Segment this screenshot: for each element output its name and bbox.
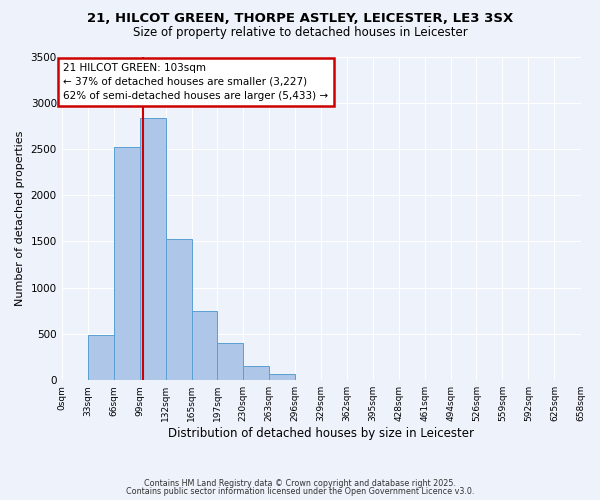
Text: 21 HILCOT GREEN: 103sqm
← 37% of detached houses are smaller (3,227)
62% of semi: 21 HILCOT GREEN: 103sqm ← 37% of detache… [63,63,328,101]
Text: Size of property relative to detached houses in Leicester: Size of property relative to detached ho… [133,26,467,39]
Text: 21, HILCOT GREEN, THORPE ASTLEY, LEICESTER, LE3 3SX: 21, HILCOT GREEN, THORPE ASTLEY, LEICEST… [87,12,513,26]
Bar [88,335,114,380]
Bar [243,366,269,380]
Text: Contains HM Land Registry data © Crown copyright and database right 2025.: Contains HM Land Registry data © Crown c… [144,478,456,488]
X-axis label: Distribution of detached houses by size in Leicester: Distribution of detached houses by size … [168,427,474,440]
Bar [114,147,140,380]
Bar [140,118,166,380]
Bar [269,374,295,380]
Bar [192,311,217,380]
Bar [166,238,192,380]
Bar [217,343,243,380]
Y-axis label: Number of detached properties: Number of detached properties [15,130,25,306]
Text: Contains public sector information licensed under the Open Government Licence v3: Contains public sector information licen… [126,487,474,496]
